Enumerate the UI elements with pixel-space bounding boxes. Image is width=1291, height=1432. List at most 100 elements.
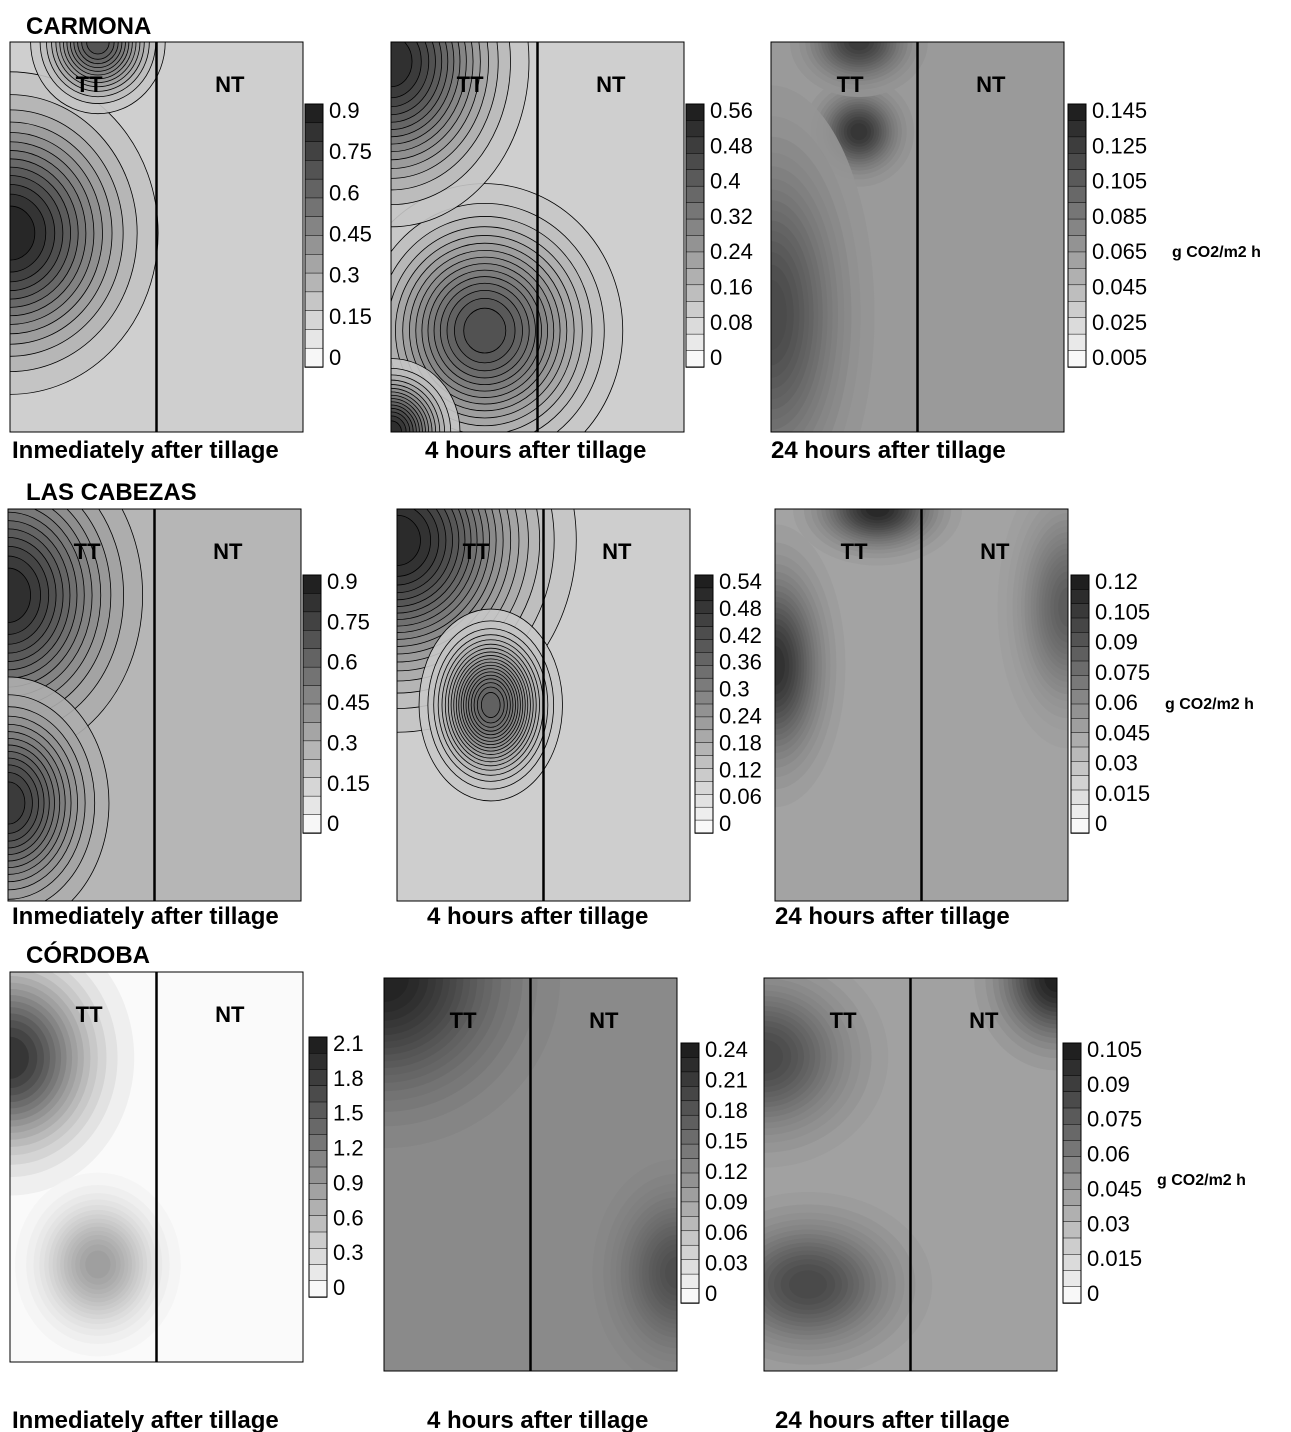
colorbar-swatch [680,1086,700,1102]
colorbar-swatch [694,613,714,628]
colorbar-swatch [685,218,705,237]
colorbar-tick-label: 0.015 [1095,781,1150,806]
colorbar-tick-label: 0.09 [705,1190,748,1215]
colorbar-swatch [694,677,714,692]
colorbar-swatch [308,1280,328,1298]
colorbar-swatch [685,317,705,335]
colorbar-tick-label: 0.03 [705,1251,748,1276]
colorbar-swatch [1070,761,1090,777]
colorbar-swatch [694,703,714,718]
colorbar-swatch [1067,350,1087,368]
colorbar-swatch [1070,804,1090,820]
colorbar-tick-label: 0.3 [327,730,358,755]
contour-level [8,781,26,825]
colorbar-swatch [680,1288,700,1304]
contour-panel: TT NT 0.56 0.48 0.4 0.32 0.24 0.16 0.08 0 4 hours … [390,41,753,464]
contour-field [764,978,1057,1371]
colorbar-swatch [1062,1124,1082,1142]
colorbar-swatch [308,1150,328,1168]
colorbar-swatch [308,1069,328,1087]
colorbar-swatch [1067,153,1087,171]
colorbar-swatch [308,1248,328,1266]
colorbar-tick-label: 0.75 [329,139,372,164]
colorbar-swatch [1062,1286,1082,1304]
colorbar-swatch [680,1259,700,1275]
site-title: CARMONA [26,13,151,40]
colorbar-swatch [694,639,714,654]
colorbar-tick-label: 0.105 [1087,1037,1142,1062]
colorbar-swatch [302,593,322,613]
contour-field [10,972,303,1362]
colorbar-tick-label: 2.1 [333,1031,364,1056]
contour-level [771,279,787,351]
colorbar-tick-label: 0.06 [1087,1142,1130,1167]
panel-caption: Inmediately after tillage [12,437,279,464]
colorbar-swatch [308,1053,328,1071]
colorbar-swatch [680,1201,700,1218]
colorbar-tick-label: 0 [1095,811,1107,836]
colorbar-swatch [694,587,714,602]
colorbar-swatch [302,740,322,761]
colorbar-tick-label: 0.6 [327,650,358,675]
colorbar-swatch [694,768,714,783]
zone-label-tt: TT [74,539,101,564]
colorbar-swatch [685,153,705,171]
colorbar-swatch [1070,617,1090,634]
colorbar-unit-label: g CO2/m2 h [1157,1172,1246,1189]
panel-caption: 24 hours after tillage [775,903,1010,930]
contour-level [10,1036,29,1079]
colorbar-swatch [1067,103,1087,122]
colorbar-swatch [1062,1140,1082,1158]
colorbar-swatch [685,268,705,286]
colorbar-swatch [685,333,705,352]
colorbar-swatch [1070,732,1090,748]
colorbar-swatch [694,742,714,757]
colorbar-tick-label: 0.56 [710,98,753,123]
colorbar-tick-label: 0.12 [719,757,762,782]
colorbar-tick-label: 0.085 [1092,204,1147,229]
colorbar-swatch [1062,1189,1082,1207]
colorbar-swatch [1062,1237,1082,1255]
contour-level [384,978,409,1002]
colorbar-swatch [1070,746,1090,763]
panel-caption: Inmediately after tillage [12,1407,279,1432]
colorbar-tick-label: 1.2 [333,1136,364,1161]
colorbar-swatch [1062,1091,1082,1109]
zone-label-nt: NT [602,539,632,564]
contour-level [463,307,507,354]
colorbar-swatch [694,574,714,589]
zone-label-tt: TT [450,1008,477,1033]
colorbar-swatch [694,806,714,821]
colorbar-swatch [308,1264,328,1282]
colorbar-tick-label: 0.06 [1095,690,1138,715]
colorbar-swatch [685,235,705,253]
colorbar-swatch [308,1215,328,1233]
colorbar-swatch [685,169,705,187]
colorbar-swatch [685,301,705,319]
colorbar-swatch [685,136,705,155]
colorbar: 0.145 0.125 0.105 0.085 0.065 0.045 0.025 0.005 [1067,98,1147,370]
colorbar-swatch [694,716,714,731]
colorbar-tick-label: 0.42 [719,623,762,648]
colorbar-swatch [685,251,705,270]
colorbar-swatch [1067,185,1087,204]
colorbar-tick-label: 0 [1087,1281,1099,1306]
colorbar-swatch [1067,251,1087,270]
colorbar-swatch [694,652,714,667]
colorbar-swatch [308,1199,328,1217]
panel-caption: 4 hours after tillage [425,437,646,464]
zone-label-tt: TT [830,1008,857,1033]
colorbar-swatch [694,819,714,834]
colorbar-swatch [1067,202,1087,220]
colorbar-tick-label: 0.015 [1087,1246,1142,1271]
colorbar-swatch [302,648,322,668]
colorbar-tick-label: 0.105 [1095,599,1150,624]
contour-panel: TT NT 0.9 0.75 0.6 0.45 0.3 0.15 0 Inmediately af… [9,41,372,464]
colorbar-swatch [1067,301,1087,319]
contour-level [10,205,36,261]
colorbar-swatch [1067,169,1087,187]
colorbar: 0.9 0.75 0.6 0.45 0.3 0.15 0 [304,98,372,370]
colorbar: 0.9 0.75 0.6 0.45 0.3 0.15 0 [302,569,370,836]
colorbar-swatch [1062,1221,1082,1239]
colorbar-swatch [1070,689,1090,705]
